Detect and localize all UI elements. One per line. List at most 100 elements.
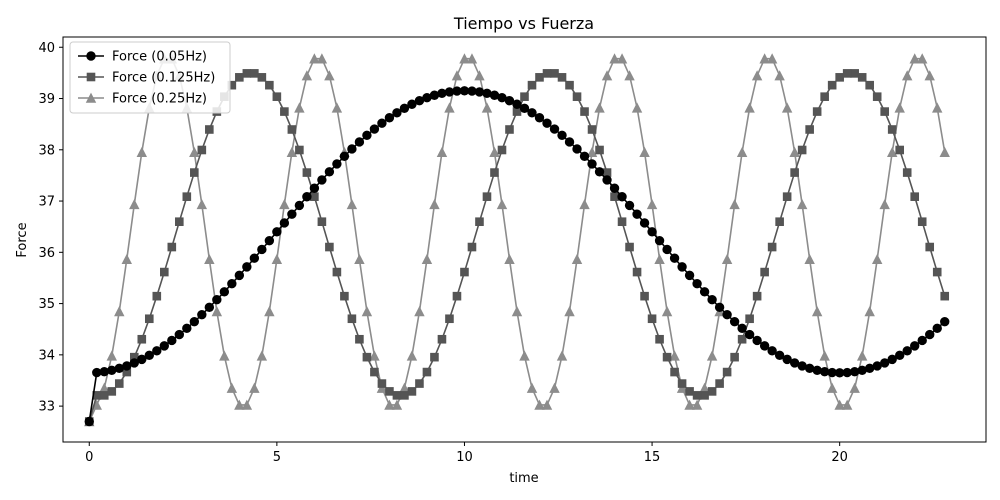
data-point	[384, 399, 395, 410]
data-point	[646, 198, 658, 210]
data-point	[242, 69, 252, 78]
data-point	[871, 253, 883, 265]
data-point	[707, 295, 717, 305]
data-point	[190, 168, 199, 177]
data-point	[309, 183, 320, 193]
data-point	[391, 399, 403, 410]
data-point	[902, 168, 912, 177]
data-point	[519, 103, 530, 113]
data-point	[340, 291, 349, 301]
data-point	[415, 379, 424, 388]
data-point	[242, 262, 252, 272]
data-point	[241, 399, 253, 410]
data-point	[549, 382, 560, 393]
data-point	[482, 192, 492, 201]
data-point	[594, 167, 605, 177]
data-point	[376, 382, 388, 393]
x-tick-label: 20	[831, 450, 848, 465]
data-point	[579, 151, 590, 161]
data-point	[586, 146, 598, 158]
data-point	[196, 198, 208, 210]
data-point	[175, 217, 184, 227]
data-point	[182, 323, 192, 334]
data-point	[617, 192, 627, 202]
data-point	[354, 253, 365, 265]
data-point	[909, 53, 920, 64]
data-point	[797, 145, 807, 155]
data-point	[302, 192, 312, 202]
data-point	[407, 387, 417, 396]
data-point	[789, 146, 800, 158]
series-2	[84, 69, 950, 426]
legend-item: Force (0.125Hz)	[78, 71, 215, 86]
legend-label: Force (0.25Hz)	[112, 92, 207, 107]
data-point	[235, 73, 244, 82]
data-point	[610, 192, 619, 201]
data-point	[790, 168, 799, 177]
data-point	[272, 227, 282, 237]
data-point	[781, 102, 793, 113]
data-point	[715, 379, 724, 388]
data-point	[106, 350, 117, 361]
data-point	[174, 329, 185, 340]
data-point	[189, 316, 200, 327]
data-point	[541, 399, 553, 410]
data-point	[895, 145, 905, 155]
data-point	[451, 70, 463, 81]
data-point	[257, 244, 267, 255]
data-point	[887, 354, 897, 365]
data-point	[152, 291, 162, 301]
data-point	[691, 399, 703, 410]
data-point	[249, 382, 260, 393]
data-point	[316, 53, 328, 64]
data-point	[279, 198, 290, 210]
data-point	[264, 306, 275, 317]
data-point	[624, 70, 635, 81]
data-point	[504, 96, 515, 106]
data-point	[782, 354, 792, 365]
data-point	[279, 218, 290, 228]
data-point	[481, 102, 493, 113]
data-point	[654, 253, 665, 265]
data-point	[527, 108, 537, 118]
data-point	[662, 244, 672, 255]
data-point	[670, 367, 679, 377]
data-point	[631, 102, 643, 113]
data-point	[632, 209, 642, 219]
data-point	[662, 352, 672, 362]
chart-title: Tiempo vs Fuerza	[453, 14, 594, 33]
data-point	[624, 200, 635, 211]
data-point	[325, 242, 334, 252]
data-point	[640, 291, 649, 301]
data-point	[414, 306, 425, 317]
data-point	[332, 267, 342, 277]
data-point	[294, 200, 305, 211]
data-point	[910, 192, 920, 201]
data-point	[197, 309, 207, 320]
data-point	[850, 69, 859, 78]
data-point	[474, 70, 485, 81]
data-point	[121, 253, 133, 265]
data-point	[677, 379, 687, 388]
x-axis-label: time	[509, 471, 538, 486]
data-point	[549, 124, 560, 134]
data-point	[399, 103, 410, 113]
data-point	[602, 175, 612, 185]
data-point	[557, 73, 567, 82]
data-point	[152, 346, 162, 356]
data-point	[474, 87, 485, 97]
data-point	[377, 379, 387, 388]
data-point	[722, 367, 732, 377]
data-point	[706, 350, 718, 361]
data-point	[204, 302, 215, 313]
data-point	[774, 350, 785, 361]
data-point	[534, 113, 545, 123]
data-point	[880, 107, 889, 116]
data-point	[331, 102, 343, 113]
data-point	[564, 306, 575, 317]
data-point	[564, 137, 575, 147]
data-point	[849, 366, 860, 377]
data-point	[752, 335, 762, 346]
data-point	[137, 334, 147, 344]
data-point	[775, 217, 784, 227]
